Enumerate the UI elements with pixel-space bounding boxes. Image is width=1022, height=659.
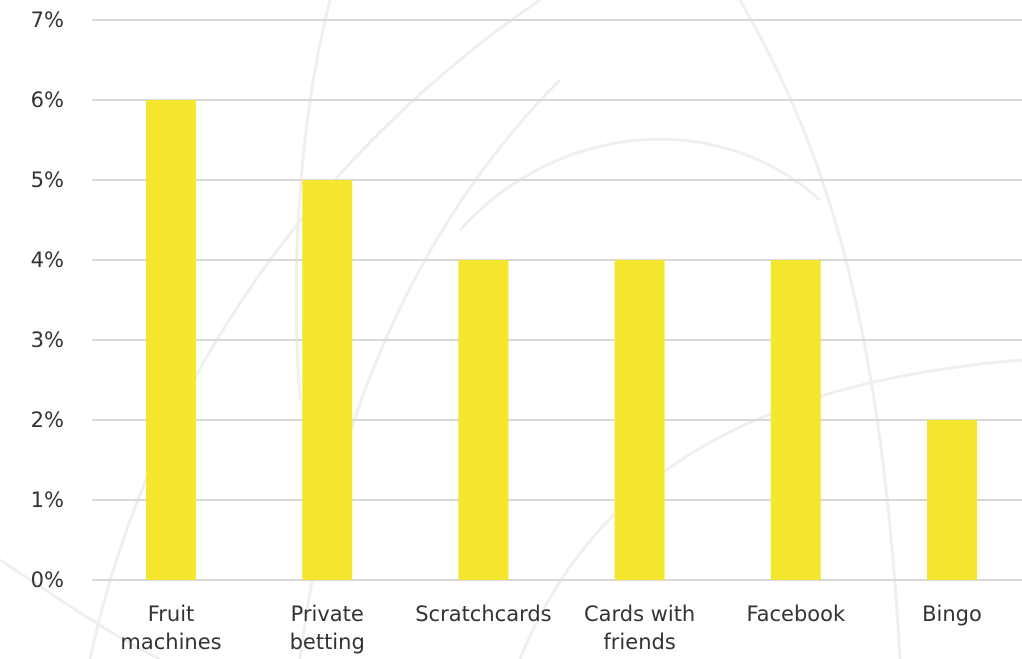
bar <box>770 260 821 580</box>
x-category-label: Fruit machines <box>120 602 221 654</box>
bar <box>927 420 977 580</box>
gridlines <box>92 19 1022 581</box>
y-tick-label: 2% <box>31 408 64 432</box>
y-tick-label: 7% <box>31 8 64 32</box>
bars <box>146 100 977 580</box>
background-arc <box>518 358 1022 659</box>
y-tick-label: 6% <box>31 88 64 112</box>
y-tick-label: 5% <box>31 168 64 192</box>
x-axis: Fruit machines Private betting Scratchcards C… <box>120 602 981 654</box>
background-arc <box>738 0 902 659</box>
x-category-label: Private betting <box>290 602 365 654</box>
bar <box>458 260 509 580</box>
y-axis: 0% 1% 2% 3% 4% 5% 6% 7% <box>31 8 64 592</box>
bar <box>302 180 353 580</box>
x-category-label: Facebook <box>746 602 846 626</box>
background-arc <box>458 137 822 232</box>
background-arc <box>0 558 161 659</box>
y-tick-label: 1% <box>31 488 64 512</box>
background-arc <box>88 0 541 659</box>
x-category-label: Scratchcards <box>415 602 551 626</box>
x-category-label: Cards with friends <box>584 602 695 654</box>
y-tick-label: 0% <box>31 568 64 592</box>
y-tick-label: 4% <box>31 248 64 272</box>
bar <box>146 100 196 580</box>
y-tick-label: 3% <box>31 328 64 352</box>
x-category-label: Bingo <box>922 602 982 626</box>
bar <box>614 260 665 580</box>
background-arc <box>294 0 332 401</box>
